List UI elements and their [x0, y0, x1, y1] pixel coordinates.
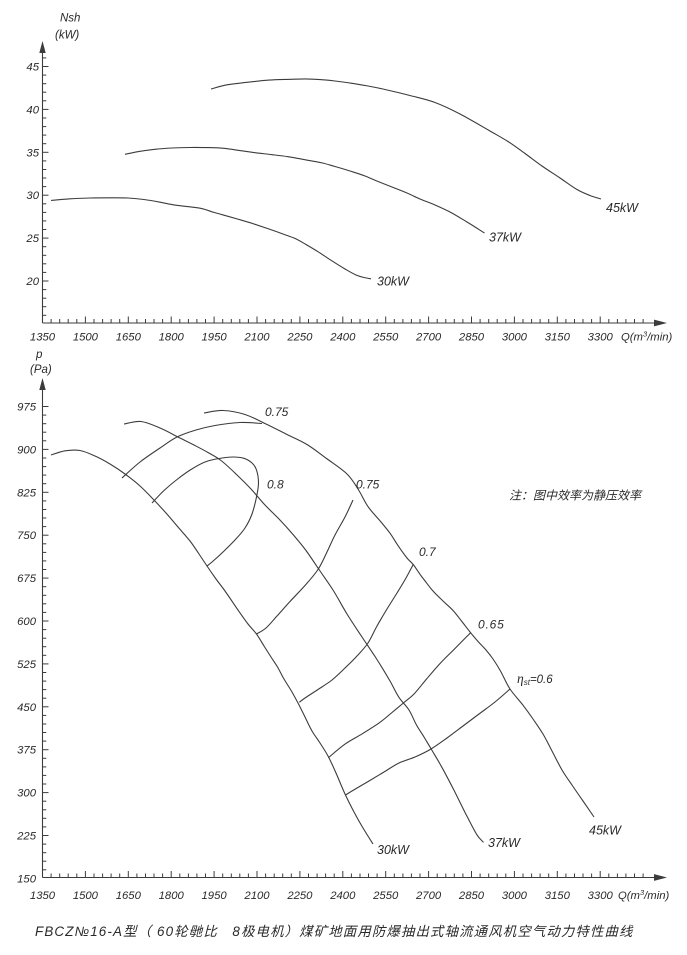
svg-text:1350: 1350	[30, 890, 56, 902]
svg-text:2400: 2400	[329, 890, 356, 902]
svg-text:975: 975	[17, 402, 37, 414]
svg-text:37kW: 37kW	[488, 836, 521, 850]
svg-text:20: 20	[25, 276, 39, 288]
svg-text:0.7: 0.7	[419, 545, 437, 559]
svg-text:0.65: 0.65	[478, 618, 505, 632]
svg-text:150: 150	[17, 873, 37, 885]
svg-text:2250: 2250	[286, 890, 313, 902]
svg-text:45kW: 45kW	[606, 201, 639, 215]
svg-text:2700: 2700	[415, 890, 442, 902]
svg-text:0.75: 0.75	[356, 478, 380, 492]
svg-text:2100: 2100	[243, 890, 270, 902]
svg-text:ηst=0.6: ηst=0.6	[517, 671, 553, 687]
svg-text:2850: 2850	[458, 890, 485, 902]
svg-text:2850: 2850	[458, 332, 485, 344]
svg-text:Nsh: Nsh	[60, 13, 80, 25]
svg-text:Q(m3/min): Q(m3/min)	[618, 888, 669, 902]
svg-text:1950: 1950	[202, 890, 228, 902]
svg-text:1500: 1500	[73, 332, 99, 344]
svg-text:450: 450	[17, 702, 37, 714]
svg-text:600: 600	[17, 616, 37, 628]
svg-text:45: 45	[26, 62, 39, 74]
svg-text:30kW: 30kW	[377, 843, 410, 857]
svg-text:35: 35	[26, 147, 39, 159]
svg-text:225: 225	[16, 831, 37, 843]
svg-text:25: 25	[25, 233, 39, 245]
svg-text:2700: 2700	[415, 332, 442, 344]
svg-text:30: 30	[26, 190, 39, 202]
svg-text:3150: 3150	[545, 332, 571, 344]
svg-text:注：图中效率为静压效率: 注：图中效率为静压效率	[509, 489, 643, 503]
svg-text:3300: 3300	[588, 890, 614, 902]
svg-text:1800: 1800	[159, 890, 185, 902]
svg-text:30kW: 30kW	[377, 275, 410, 289]
svg-text:525: 525	[17, 659, 37, 671]
svg-text:3000: 3000	[502, 332, 528, 344]
svg-text:2550: 2550	[372, 890, 399, 902]
svg-text:1350: 1350	[30, 332, 56, 344]
svg-text:1800: 1800	[159, 332, 185, 344]
svg-text:37kW: 37kW	[489, 231, 522, 245]
svg-text:2550: 2550	[372, 332, 399, 344]
svg-text:375: 375	[17, 745, 37, 757]
svg-text:(kW): (kW)	[55, 30, 79, 42]
svg-text:750: 750	[17, 530, 37, 542]
svg-text:2100: 2100	[243, 332, 270, 344]
svg-text:1650: 1650	[116, 332, 142, 344]
svg-text:p: p	[35, 349, 43, 361]
svg-text:1650: 1650	[116, 890, 142, 902]
svg-text:3000: 3000	[502, 890, 528, 902]
svg-text:300: 300	[17, 788, 37, 800]
svg-text:45kW: 45kW	[589, 824, 622, 838]
svg-text:40: 40	[26, 104, 39, 116]
svg-text:2400: 2400	[329, 332, 356, 344]
svg-text:0.75: 0.75	[265, 405, 289, 419]
svg-text:825: 825	[17, 487, 37, 499]
svg-text:1500: 1500	[73, 890, 99, 902]
svg-text:0.8: 0.8	[267, 478, 284, 492]
svg-text:900: 900	[17, 444, 37, 456]
svg-text:675: 675	[17, 573, 37, 585]
svg-text:3300: 3300	[588, 332, 614, 344]
svg-text:FBCZ№16-A型（ 60轮毑比 8极电机）煤矿地面用防爆: FBCZ№16-A型（ 60轮毑比 8极电机）煤矿地面用防爆抽出式轴流通风机空气…	[35, 924, 634, 939]
svg-text:(Pa): (Pa)	[30, 364, 52, 376]
svg-text:2250: 2250	[286, 332, 313, 344]
svg-text:Q(m3/min): Q(m3/min)	[621, 330, 672, 344]
svg-text:1950: 1950	[202, 332, 228, 344]
svg-text:3150: 3150	[545, 890, 571, 902]
